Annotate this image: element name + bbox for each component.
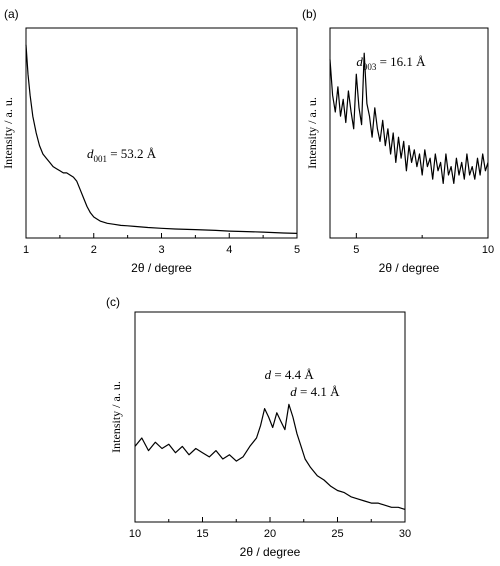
series-line-1 <box>329 52 489 184</box>
y-axis-label: Intensity / a. u. <box>1 97 15 169</box>
x-axis-label: 2θ / degree <box>131 261 192 275</box>
x-tick-label: 25 <box>331 528 343 540</box>
peak-annotation: d003 = 16.1 Å <box>356 54 426 72</box>
series-line-1 <box>134 403 406 510</box>
chart-panel-c: 10 15 20 25 30 2θ / degree Intensity / a. u. (c… <box>106 295 411 559</box>
y-axis-label: Intensity / a. u. <box>109 381 123 453</box>
x-tick-label: 10 <box>129 528 141 540</box>
x-tick-label: 2 <box>91 244 97 256</box>
panel-label: (b) <box>302 7 317 21</box>
x-tick-label: 20 <box>264 528 276 540</box>
x-tick-label: 5 <box>353 244 359 256</box>
y-axis-label: Intensity / a. u. <box>305 97 319 169</box>
peak-annotation: d001 = 53.2 Å <box>87 146 157 164</box>
plot-frame <box>134 311 406 523</box>
panel-label: (c) <box>106 295 120 309</box>
plot-frame <box>329 27 489 239</box>
chart-panel-a: 1 2 3 4 5 2θ / degree Intensity / a. u. (a) d001… <box>1 7 300 275</box>
chart-panel-b: 5 10 2θ / degree Intensity / a. u. (b) d003 =… <box>302 7 494 275</box>
series-line-1 <box>25 44 298 234</box>
x-tick-label: 1 <box>23 244 29 256</box>
x-tick-label: 4 <box>226 244 232 256</box>
peak-annotation: d = 4.1 Å <box>290 384 340 399</box>
panel-label: (a) <box>4 7 19 21</box>
x-axis-label: 2θ / degree <box>240 545 301 559</box>
x-tick-label: 3 <box>158 244 164 256</box>
x-tick-label: 5 <box>294 244 300 256</box>
x-tick-label: 30 <box>399 528 411 540</box>
x-tick-label: 10 <box>482 244 494 256</box>
x-tick-label: 15 <box>196 528 208 540</box>
x-axis-label: 2θ / degree <box>379 261 440 275</box>
peak-annotation: d = 4.4 Å <box>265 367 315 382</box>
plot-frame <box>25 27 298 239</box>
